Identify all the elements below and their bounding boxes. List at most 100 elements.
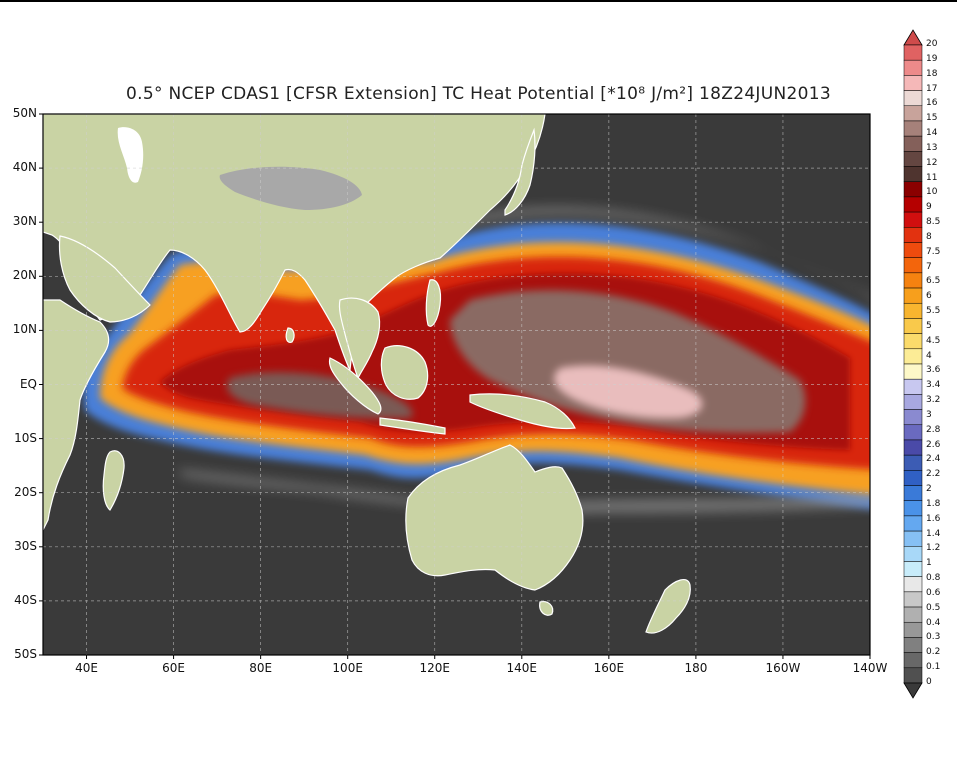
- colorbar-level-label: 0.4: [926, 617, 941, 628]
- colorbar-cell: [903, 242, 923, 258]
- colorbar-cell: [903, 530, 923, 547]
- colorbar-level-label: 1.6: [926, 513, 941, 524]
- gridlines: [43, 114, 870, 655]
- colorbar-top-arrow: [903, 29, 923, 46]
- colorbar-level-label: 1.2: [926, 543, 941, 554]
- tibetan-plateau: [219, 166, 362, 210]
- caspian-sea: [117, 127, 144, 183]
- colorbar-cell: [903, 378, 923, 395]
- colorbar-cell: [903, 576, 923, 593]
- lat-label: 40S: [14, 592, 37, 607]
- lon-label: 180: [684, 661, 708, 675]
- colorbar-level-label: 2: [926, 484, 932, 495]
- colorbar-cell: [903, 500, 923, 517]
- colorbar-level-label: 8: [926, 231, 932, 242]
- colorbar-cell: [903, 75, 923, 91]
- colorbar-cell: [903, 318, 923, 334]
- colorbar-level-label: 7: [926, 261, 932, 272]
- colorbar-cell: [903, 302, 923, 319]
- lat-label: 10S: [14, 430, 37, 445]
- lat-label: 20N: [12, 268, 37, 283]
- colorbar-cell: [903, 652, 923, 669]
- colorbar-cell: [903, 257, 923, 274]
- colorbar-level-label: 0.1: [926, 662, 941, 673]
- colorbar-level-label: 3.6: [926, 365, 941, 376]
- colorbar-cell: [903, 424, 923, 441]
- colorbar-level-label: 10: [926, 187, 938, 198]
- colorbar-level-label: 17: [926, 83, 938, 94]
- colorbar-level-label: 16: [926, 98, 938, 109]
- colorbar-cell: [903, 151, 923, 167]
- colorbar-cell: [903, 454, 923, 471]
- colorbar-cell: [903, 120, 923, 137]
- colorbar-cell: [903, 621, 923, 638]
- colorbar-cell: [903, 409, 923, 426]
- colorbar-cell: [903, 44, 923, 61]
- lat-label: 50N: [12, 106, 37, 120]
- landmasses: [43, 114, 691, 634]
- colorbar-level-label: 2.4: [926, 454, 941, 465]
- colorbar-level-label: 0.2: [926, 647, 941, 658]
- colorbar-cell: [903, 561, 923, 577]
- lon-label: 60E: [162, 661, 185, 675]
- colorbar-cell: [903, 546, 923, 562]
- colorbar-level-label: 0.5: [926, 602, 941, 613]
- lat-label: EQ: [19, 376, 37, 391]
- colorbar-level-label: 15: [926, 113, 938, 124]
- lat-label: 10N: [12, 322, 37, 337]
- colorbar-level-label: 14: [926, 128, 938, 139]
- colorbar-level-label: 11: [926, 172, 938, 183]
- heat-band-pink: [554, 365, 703, 419]
- lon-label: 140E: [506, 661, 538, 675]
- colorbar-level-label: 12: [926, 157, 938, 168]
- colorbar-cell: [903, 90, 923, 107]
- lon-label: 100E: [332, 661, 363, 675]
- colorbar-level-label: 0.3: [926, 632, 941, 643]
- colorbar-cell: [903, 166, 923, 182]
- lat-label: 20S: [14, 484, 37, 499]
- colorbar-level-label: 18: [926, 68, 938, 79]
- colorbar-level-label: 4.5: [926, 335, 941, 346]
- lat-label: 40N: [12, 160, 37, 175]
- colorbar-cell: [903, 394, 923, 410]
- colorbar-level-label: 0.8: [926, 573, 941, 584]
- colorbar-cell: [903, 105, 923, 122]
- colorbar-level-label: 20: [926, 39, 938, 49]
- colorbar-level-label: 0: [926, 677, 932, 687]
- lat-label: 50S: [14, 647, 37, 661]
- colorbar-cell: [903, 135, 923, 152]
- colorbar-level-label: 6: [926, 291, 932, 302]
- lon-label: 160E: [593, 661, 625, 675]
- colorbar-level-label: 3.2: [926, 395, 941, 406]
- colorbar-cell: [903, 637, 923, 653]
- colorbar-level-label: 2.2: [926, 469, 941, 480]
- colorbar-cell: [903, 181, 923, 198]
- colorbar-cell: [903, 211, 923, 228]
- colorbar-level-label: 19: [926, 53, 938, 64]
- colorbar-level-label: 5.5: [926, 306, 941, 317]
- colorbar-cell: [903, 515, 923, 532]
- colorbar-level-label: 1.8: [926, 498, 941, 509]
- colorbar-level-label: 3.4: [926, 380, 941, 391]
- colorbar-level-label: 1.4: [926, 528, 941, 539]
- colorbar-level-label: 13: [926, 142, 938, 153]
- colorbar-cell: [903, 59, 923, 76]
- colorbar-cell: [903, 272, 923, 289]
- colorbar-cell: [903, 196, 923, 213]
- colorbar-level-label: 9: [926, 202, 932, 213]
- colorbar-cell: [903, 439, 923, 456]
- colorbar-cell: [903, 363, 923, 380]
- colorbar-level-label: 3: [926, 409, 932, 420]
- colorbar-level-label: 0.6: [926, 587, 941, 598]
- lon-label: 120E: [419, 661, 450, 675]
- colorbar-level-label: 5: [926, 320, 932, 331]
- lat-label: 30S: [14, 538, 37, 553]
- lat-label: 30N: [12, 214, 37, 229]
- colorbar-level-label: 4: [926, 350, 932, 361]
- colorbar-cell: [903, 606, 923, 623]
- lon-label: 140W: [852, 661, 888, 675]
- lon-label: 40E: [75, 661, 98, 675]
- colorbar-cell: [903, 348, 923, 365]
